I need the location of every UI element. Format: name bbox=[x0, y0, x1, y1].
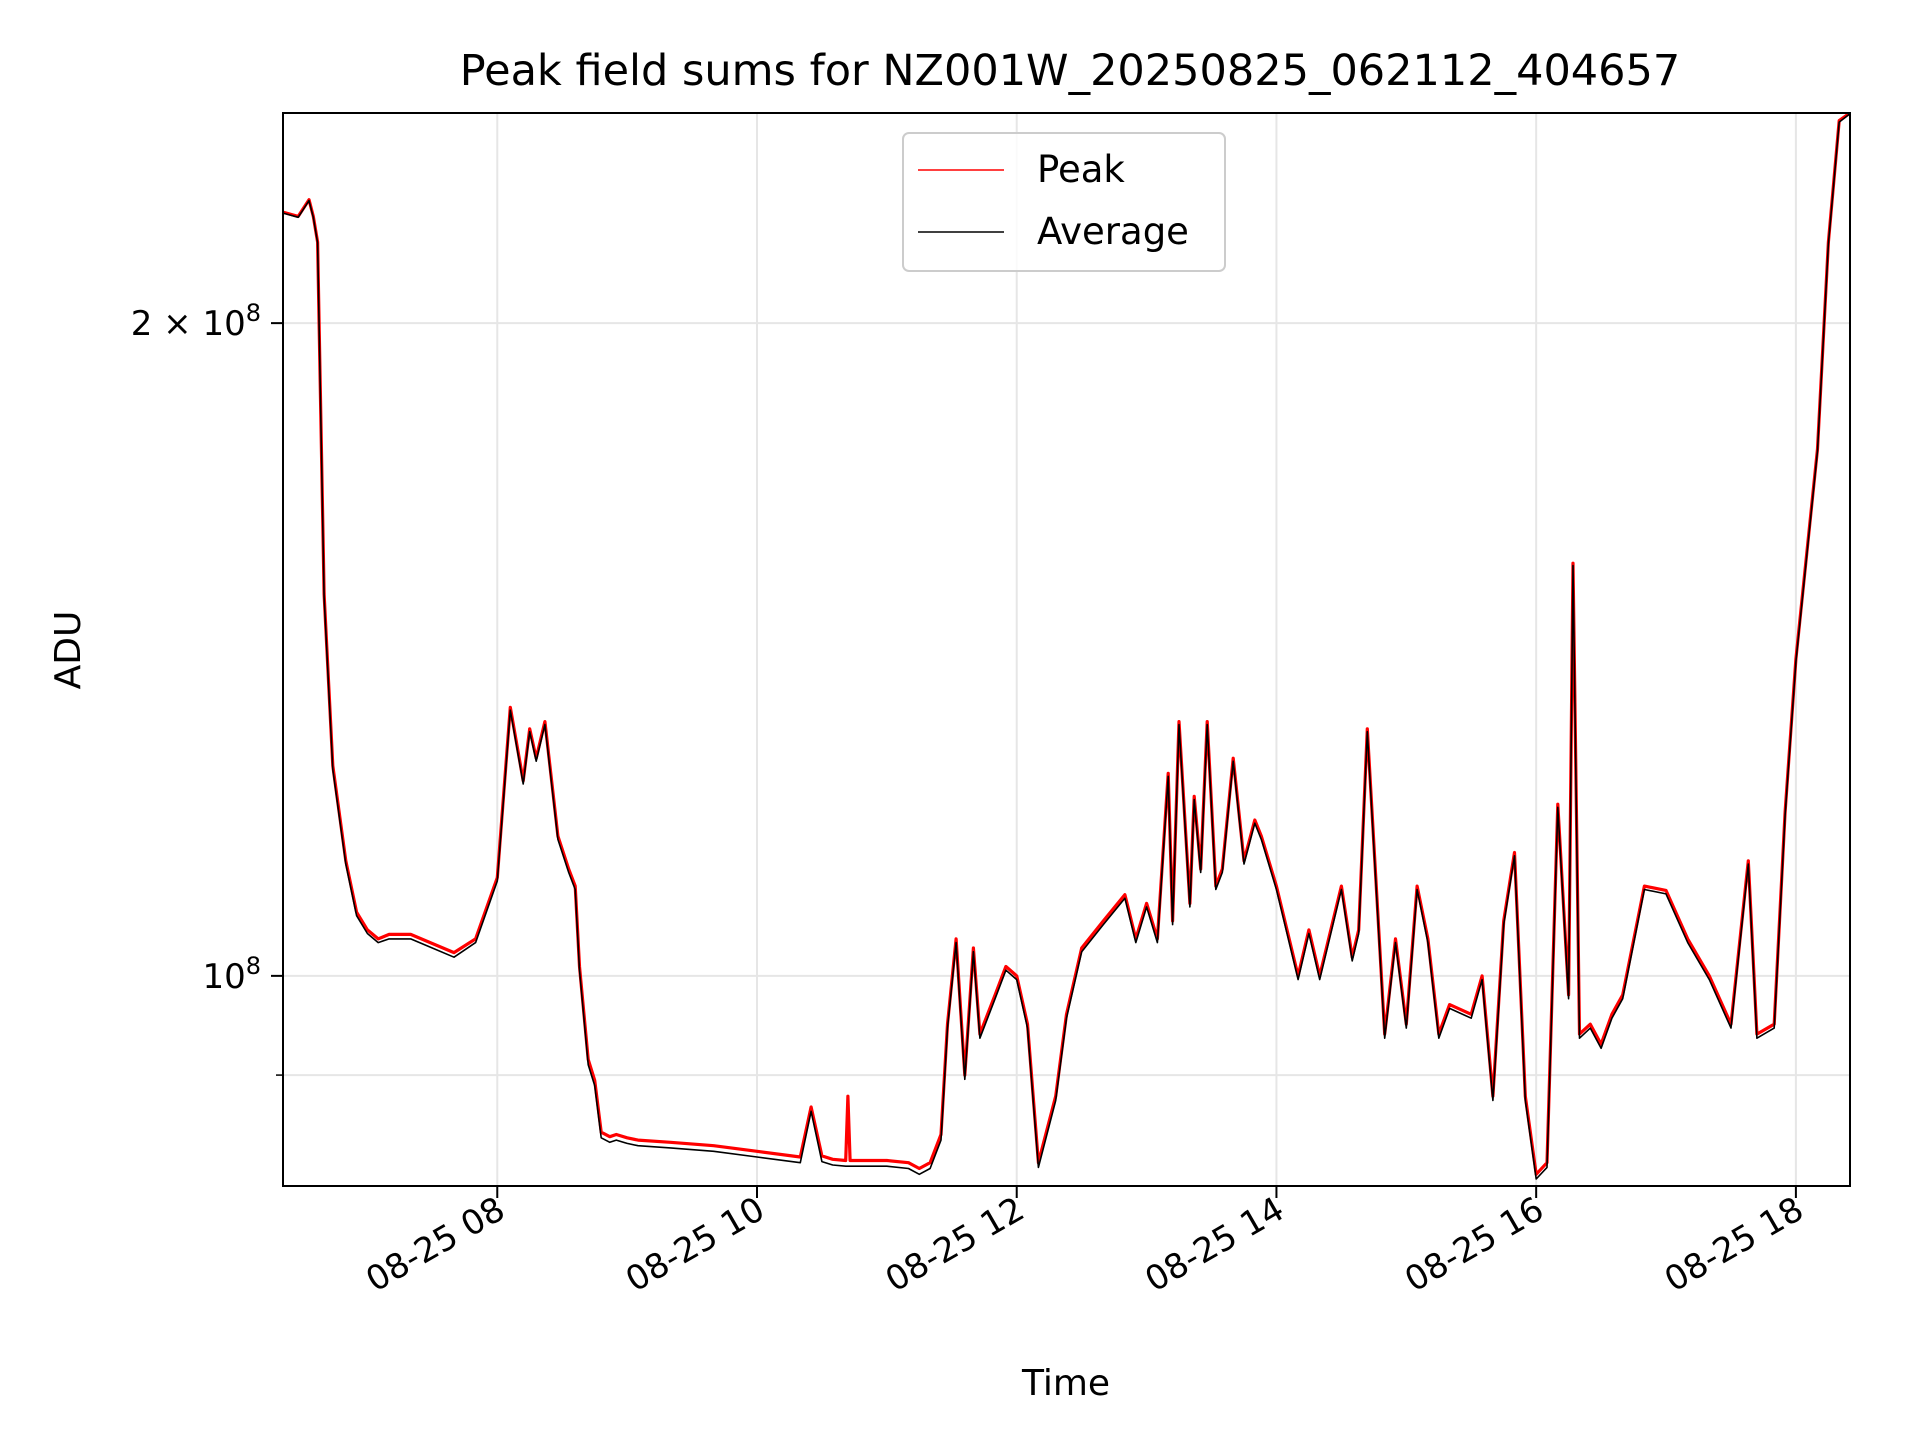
legend-label-peak: Peak bbox=[1037, 148, 1125, 191]
series-lines bbox=[283, 113, 1850, 1180]
legend-label-average: Average bbox=[1037, 210, 1189, 253]
grid-lines bbox=[283, 113, 1850, 1186]
x-axis-label: Time bbox=[1021, 1363, 1110, 1404]
y-axis-label: ADU bbox=[48, 611, 89, 690]
chart-title: Peak field sums for NZ001W_20250825_0621… bbox=[460, 46, 1681, 96]
y-tick-label: 108 bbox=[202, 952, 261, 997]
legend: Peak Average bbox=[902, 132, 1226, 272]
y-tick-label: 2 × 108 bbox=[131, 299, 261, 344]
plot-frame bbox=[282, 112, 1851, 1187]
legend-box bbox=[902, 132, 1226, 272]
y-axis-ticks: 108 2 × 108 bbox=[131, 299, 283, 1076]
series-line-average bbox=[283, 113, 1850, 1180]
